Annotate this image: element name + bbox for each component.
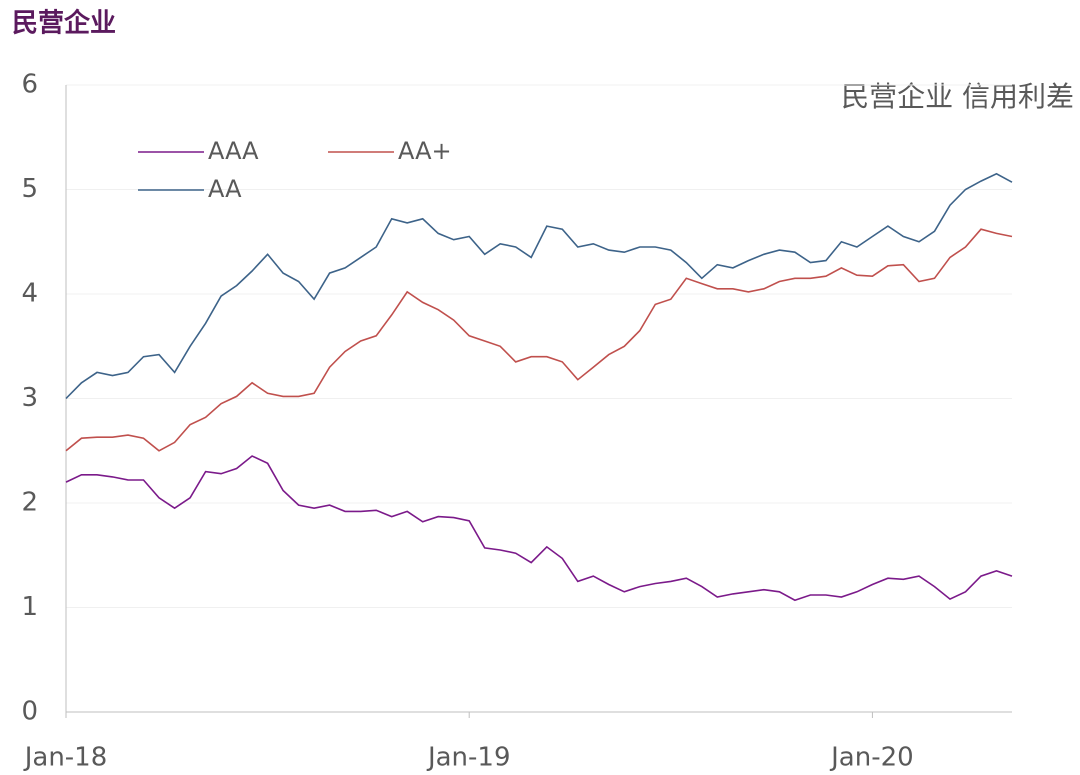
legend-label: AA+ [398,137,452,165]
y-tick-label: 3 [21,383,38,413]
y-tick-label: 1 [21,592,38,622]
x-tick-label: Jan-18 [23,743,108,773]
y-tick-label: 6 [21,70,38,100]
y-tick-label: 0 [21,697,38,727]
y-tick-label: 2 [21,488,38,518]
line [65,455,1013,602]
y-tick-label: 4 [21,279,38,309]
legend-label: AA [208,175,242,203]
legend-label: AAA [208,137,259,165]
x-tick-label: Jan-20 [829,743,914,773]
chart-title: 民营企业 [12,8,116,39]
line [65,228,1013,452]
y-tick-label: 5 [21,174,38,204]
line [65,172,1013,400]
x-tick-label: Jan-19 [426,743,511,773]
